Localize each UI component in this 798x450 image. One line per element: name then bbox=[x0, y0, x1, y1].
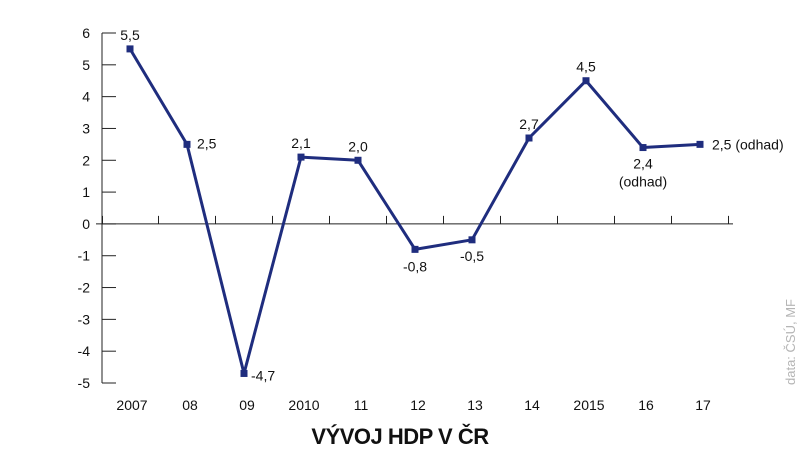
data-label-note: (odhad) bbox=[619, 174, 667, 190]
data-label: 5,5 bbox=[120, 27, 140, 43]
data-point bbox=[240, 369, 248, 377]
data-markers bbox=[126, 45, 704, 377]
data-label: -4,7 bbox=[251, 367, 275, 383]
data-point bbox=[126, 45, 134, 53]
y-tick-label: 0 bbox=[82, 216, 90, 232]
data-label: 2,5 bbox=[197, 135, 217, 151]
x-tick-label: 13 bbox=[467, 397, 483, 413]
x-tick-label: 09 bbox=[239, 397, 255, 413]
data-point bbox=[183, 140, 191, 148]
data-point bbox=[639, 144, 647, 152]
data-label: 2,4 bbox=[633, 156, 653, 172]
chart-title: VÝVOJ HDP V ČR bbox=[311, 424, 489, 449]
data-point bbox=[411, 245, 419, 253]
data-labels: 5,5 2,5 -4,7 2,1 2,0 -0,8 -0,5 2,7 4,5 2,4 (odhad)… bbox=[120, 27, 783, 384]
x-tick-label: 2007 bbox=[116, 397, 147, 413]
x-tick-label: 16 bbox=[638, 397, 654, 413]
data-label: 4,5 bbox=[576, 59, 596, 75]
data-label: 2,7 bbox=[519, 116, 539, 132]
y-tick-label: 6 bbox=[82, 25, 90, 41]
x-tick-label: 2015 bbox=[573, 397, 604, 413]
y-tick-label: -4 bbox=[78, 343, 91, 359]
x-tick-label: 11 bbox=[354, 397, 369, 413]
y-tick-label: 2 bbox=[82, 152, 90, 168]
data-point bbox=[582, 77, 590, 85]
data-point bbox=[696, 140, 704, 148]
series-line bbox=[128, 48, 701, 375]
data-point bbox=[525, 134, 533, 142]
data-point bbox=[297, 153, 305, 161]
data-label: -0,8 bbox=[403, 258, 427, 274]
y-tick-label: 5 bbox=[82, 57, 90, 73]
y-tick-label: 3 bbox=[82, 120, 90, 136]
data-label: 2,1 bbox=[291, 135, 311, 151]
data-label: 2,5 (odhad) bbox=[712, 136, 784, 152]
data-label: -0,5 bbox=[460, 248, 484, 264]
data-point bbox=[468, 236, 476, 244]
data-point bbox=[354, 156, 362, 164]
y-tick-label: -2 bbox=[78, 280, 91, 296]
y-tick-label: -3 bbox=[78, 311, 91, 327]
y-axis-ticks: -5 -4 -3 -2 -1 0 1 2 3 4 5 6 bbox=[78, 25, 116, 391]
y-tick-label: -5 bbox=[78, 375, 91, 391]
x-tick-label: 08 bbox=[182, 397, 198, 413]
x-tick-label: 2010 bbox=[288, 397, 319, 413]
x-tick-label: 17 bbox=[695, 397, 711, 413]
axes bbox=[96, 33, 733, 383]
y-tick-label: -1 bbox=[78, 248, 91, 264]
x-tick-label: 12 bbox=[410, 397, 426, 413]
x-axis-ticks: 2007 08 09 2010 11 12 13 14 2015 16 17 bbox=[102, 215, 729, 413]
y-tick-label: 4 bbox=[82, 89, 90, 105]
source-note: data: ČSÚ, MF bbox=[783, 299, 798, 385]
x-tick-label: 14 bbox=[524, 397, 540, 413]
data-label: 2,0 bbox=[348, 138, 368, 154]
y-tick-label: 1 bbox=[82, 184, 90, 200]
